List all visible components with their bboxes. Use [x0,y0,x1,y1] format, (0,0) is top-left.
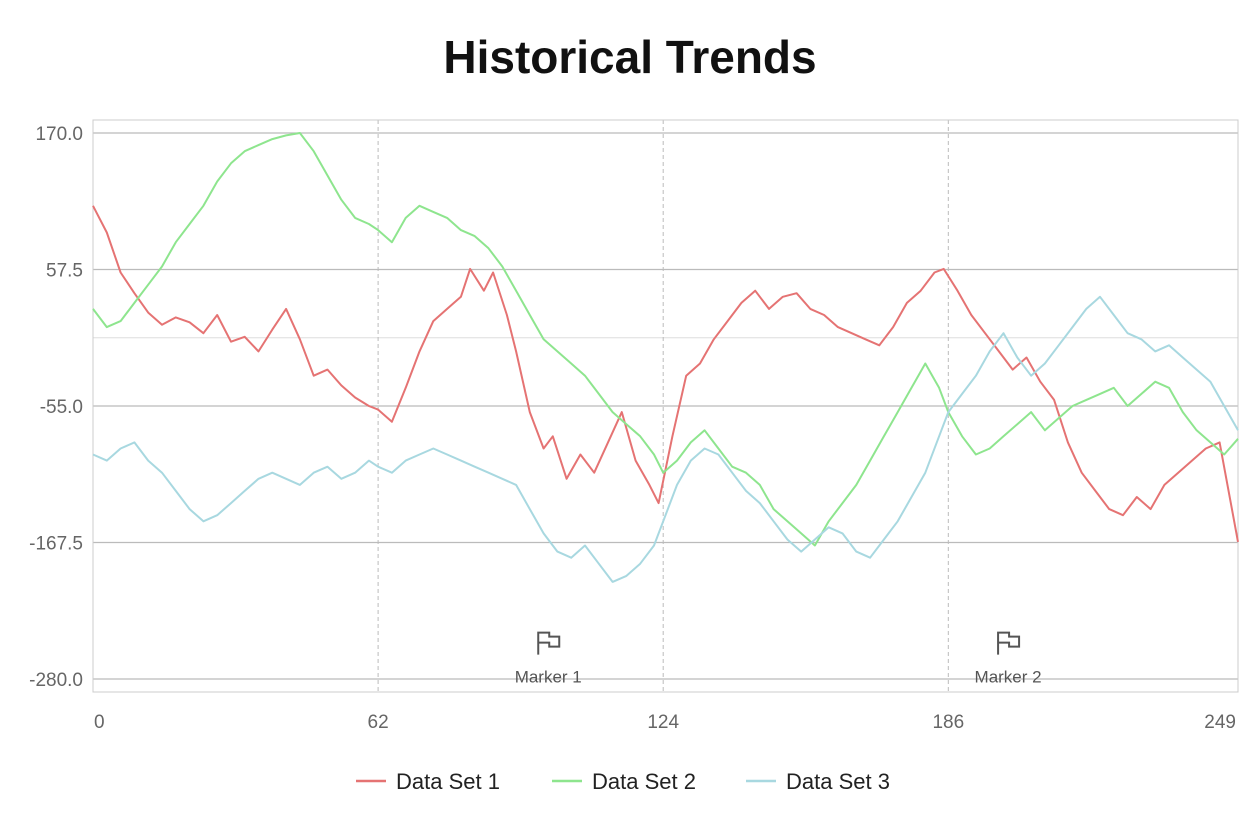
series-lines [92,132,1239,583]
x-tick-label: 124 [647,712,679,733]
series-line-1 [92,205,1239,543]
legend-label: Data Set 2 [592,769,696,794]
legend-label: Data Set 3 [786,769,890,794]
y-tick-label: -280.0 [29,670,83,691]
legend-item-2[interactable]: Data Set 2 [552,769,696,794]
y-tick-label: 170.0 [35,124,83,145]
marker-1: Marker 1 [515,631,582,687]
axes: 170.0 57.5 -55.0 -167.5 -280.0 0 62 124 186 249 [29,119,1239,733]
legend: Data Set 1 Data Set 2 Data Set 3 [356,769,890,794]
flag-icon [537,631,561,655]
marker-label: Marker 1 [515,668,582,687]
y-tick-label: -55.0 [40,397,83,418]
x-tick-label: 249 [1204,712,1236,733]
markers: Marker 1 Marker 2 [515,631,1042,687]
y-tick-label: -167.5 [29,534,83,555]
plot-border [92,119,1239,693]
marker-2: Marker 2 [975,631,1042,687]
x-tick-label: 62 [368,712,389,733]
x-tick-label: 186 [932,712,964,733]
series-line-3 [92,295,1239,583]
x-tick-label: 0 [94,712,105,733]
chart-title: Historical Trends [443,31,817,83]
legend-label: Data Set 1 [396,769,500,794]
y-tick-label: 57.5 [46,261,83,282]
legend-item-1[interactable]: Data Set 1 [356,769,500,794]
legend-item-3[interactable]: Data Set 3 [746,769,890,794]
flag-icon [997,631,1021,655]
marker-label: Marker 2 [975,668,1042,687]
grid [92,120,1239,692]
series-line-2 [92,132,1239,547]
